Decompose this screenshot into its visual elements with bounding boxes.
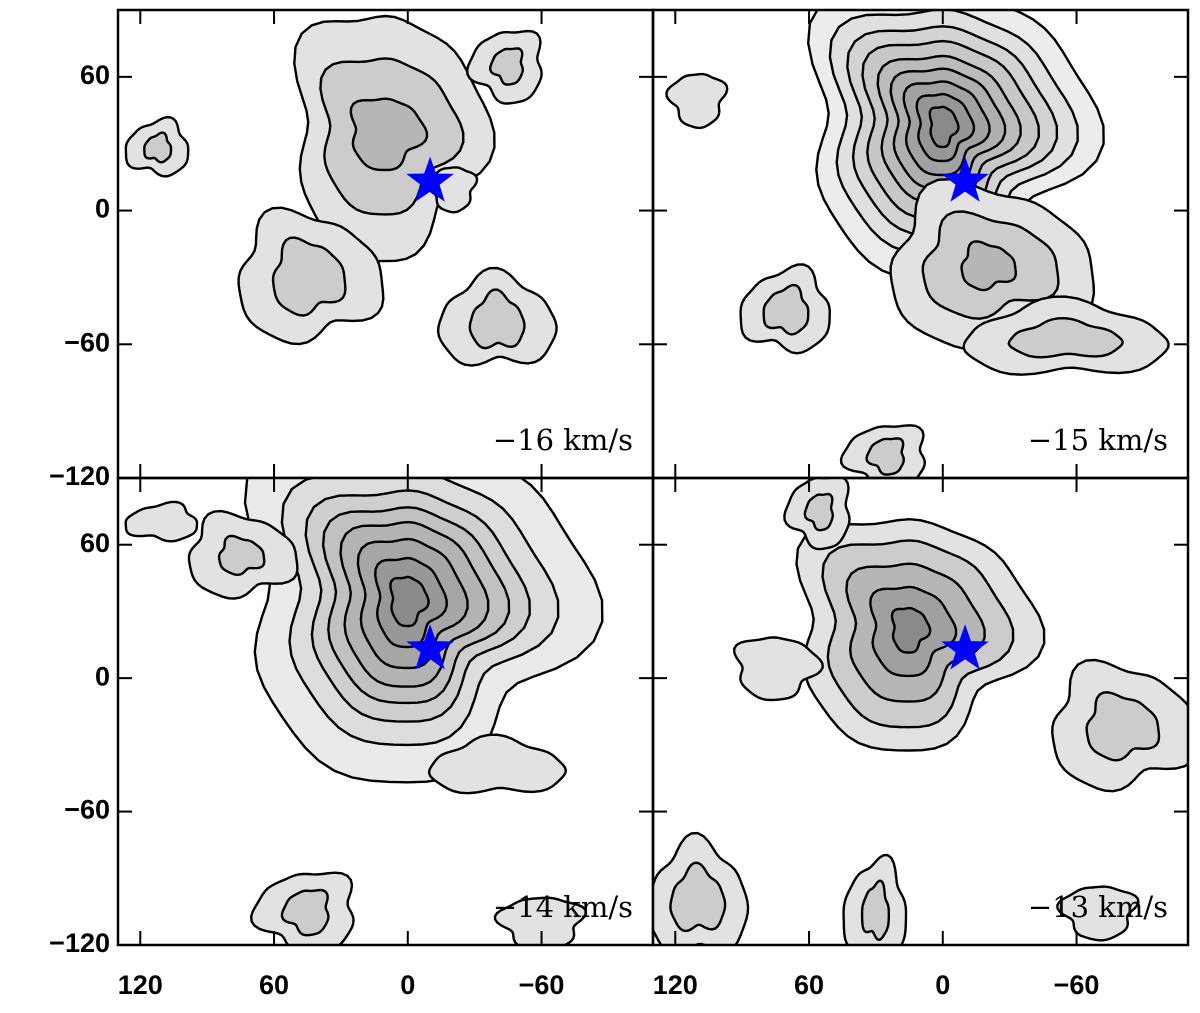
contour — [733, 636, 825, 702]
contours — [124, 14, 558, 367]
contour — [1085, 691, 1161, 762]
star-marker — [406, 156, 454, 202]
x-tick-label: 0 — [935, 970, 950, 1000]
contour — [427, 733, 568, 795]
x-tick-label: −60 — [1054, 970, 1100, 1000]
velocity-label: −16 km/s — [493, 423, 633, 457]
x-tick-label: 120 — [118, 970, 163, 1000]
panel-frame — [651, 476, 1190, 947]
star-marker — [941, 624, 989, 670]
contour — [1056, 885, 1140, 942]
contours — [665, 10, 1170, 478]
contour — [928, 105, 960, 149]
contour — [493, 896, 588, 945]
contour — [124, 500, 199, 543]
velocity-label: −15 km/s — [1028, 423, 1168, 457]
y-tick-label: −120 — [49, 461, 110, 491]
contours — [653, 478, 1188, 945]
y-tick-label: −60 — [64, 795, 110, 825]
y-tick-label: −120 — [49, 928, 110, 958]
contour — [143, 131, 173, 164]
y-tick-label: 0 — [95, 194, 110, 224]
contour — [960, 240, 1018, 292]
star-marker — [406, 624, 454, 670]
y-tick-label: 60 — [80, 60, 110, 90]
contour — [389, 575, 430, 628]
contour — [865, 437, 906, 476]
x-tick-label: −60 — [519, 970, 565, 1000]
x-tick-label: 0 — [400, 970, 415, 1000]
contour — [803, 492, 835, 532]
x-tick-label: 60 — [794, 970, 824, 1000]
contour — [665, 72, 729, 130]
contour — [1007, 316, 1124, 359]
contour — [271, 236, 347, 317]
contour — [349, 97, 429, 172]
contour — [280, 888, 330, 937]
x-tick-label: 120 — [653, 970, 698, 1000]
y-tick-label: 0 — [95, 661, 110, 691]
contour — [860, 879, 890, 942]
velocity-label: −14 km/s — [493, 890, 633, 924]
contour — [890, 606, 932, 654]
contour — [468, 288, 526, 350]
star-marker — [941, 156, 989, 202]
contour — [669, 861, 727, 933]
y-tick-label: 60 — [80, 528, 110, 558]
contour — [488, 47, 525, 86]
x-tick-label: 60 — [259, 970, 289, 1000]
velocity-label: −13 km/s — [1028, 890, 1168, 924]
contour — [217, 534, 266, 577]
y-tick-label: −60 — [64, 327, 110, 357]
contours — [124, 478, 604, 945]
contour — [762, 283, 810, 336]
